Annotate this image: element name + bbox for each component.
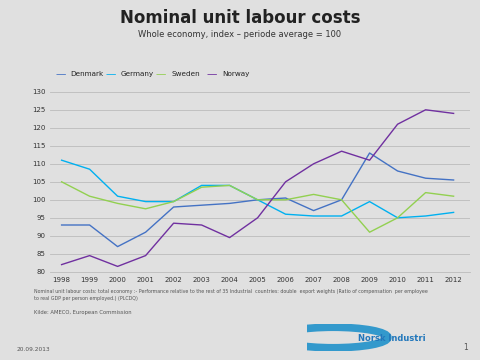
Text: Norsk Industri: Norsk Industri — [358, 333, 425, 343]
Text: —: — — [156, 69, 167, 79]
Text: Germany: Germany — [121, 71, 154, 77]
Text: —: — — [106, 69, 116, 79]
Text: —: — — [55, 69, 66, 79]
Text: Norway: Norway — [222, 71, 249, 77]
Text: to real GDP per person employed.) (PLCDQ): to real GDP per person employed.) (PLCDQ… — [34, 296, 137, 301]
Text: Nominal unit labour costs: Nominal unit labour costs — [120, 9, 360, 27]
Text: 20.09.2013: 20.09.2013 — [17, 347, 50, 352]
Text: Nominal unit labour costs: total economy :- Performance relative to the rest of : Nominal unit labour costs: total economy… — [34, 289, 428, 294]
Text: —: — — [206, 69, 217, 79]
Text: Kilde: AMECO, European Commission: Kilde: AMECO, European Commission — [34, 310, 131, 315]
Text: 1: 1 — [463, 343, 468, 352]
Text: Denmark: Denmark — [71, 71, 104, 77]
Text: Whole economy, index – periode average = 100: Whole economy, index – periode average =… — [138, 30, 342, 39]
Text: Sweden: Sweden — [171, 71, 200, 77]
